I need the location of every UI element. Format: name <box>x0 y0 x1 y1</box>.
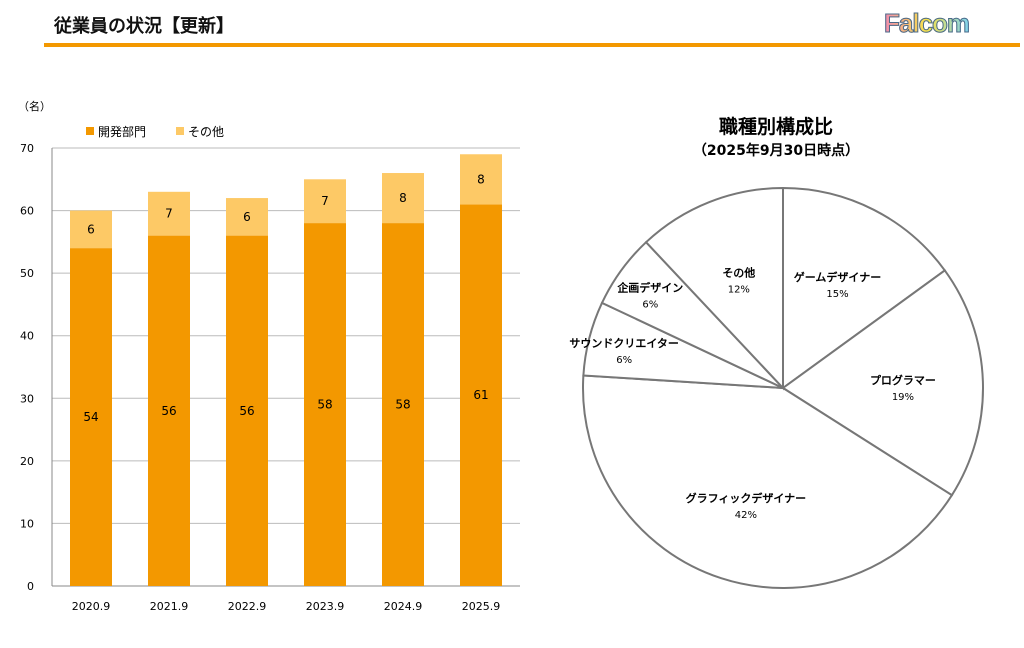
x-tick-label: 2022.9 <box>228 600 267 613</box>
page-title: 従業員の状況【更新】 <box>54 16 234 37</box>
pie-slice <box>582 374 954 589</box>
y-tick-label: 50 <box>20 267 34 280</box>
x-tick-label: 2024.9 <box>384 600 423 613</box>
falcom-logo: Falcom <box>883 8 970 39</box>
y-tick-label: 30 <box>20 392 34 405</box>
pie-title: 職種別構成比 <box>719 115 833 138</box>
bar-data-label: 56 <box>239 404 254 418</box>
y-tick-label: 10 <box>20 517 34 530</box>
pie-slice <box>644 186 784 391</box>
bar-data-label: 8 <box>399 191 407 205</box>
bar-data-label: 6 <box>87 222 95 236</box>
bar-other <box>382 173 424 224</box>
bar-data-label: 61 <box>473 388 488 402</box>
x-tick-label: 2020.9 <box>72 600 111 613</box>
pie-label: サウンドクリエイター <box>569 337 679 350</box>
bar-other <box>304 179 346 224</box>
pie-label: ゲームデザイナー <box>794 270 881 284</box>
pie-percent: 42% <box>735 510 757 521</box>
y-tick-label: 0 <box>27 580 34 593</box>
bar-data-label: 7 <box>321 194 329 208</box>
legend-label: 開発部門 <box>98 124 146 139</box>
x-tick-label: 2023.9 <box>306 600 345 613</box>
pie-subtitle: （2025年9月30日時点） <box>693 142 859 159</box>
bar-dev <box>382 223 424 587</box>
y-tick-label: 70 <box>20 142 34 155</box>
y-tick-label: 20 <box>20 455 34 468</box>
pie-percent: 6% <box>642 300 658 311</box>
pie-slice <box>781 269 984 497</box>
pie-percent: 6% <box>616 355 632 366</box>
bar-data-label: 58 <box>317 398 332 412</box>
x-tick-label: 2025.9 <box>462 600 501 613</box>
bar-dev <box>148 235 190 586</box>
bar-dev <box>304 223 346 587</box>
legend-label: その他 <box>188 125 224 139</box>
pie-label: グラフィックデザイナー <box>686 491 807 505</box>
bar-other <box>70 210 112 249</box>
pie-percent: 19% <box>892 392 914 403</box>
pie-label: プログラマー <box>870 373 936 387</box>
pie-label: 企画デザイン <box>616 281 683 295</box>
legend-swatch <box>176 127 184 135</box>
header-divider <box>44 43 1020 47</box>
bar-data-label: 58 <box>395 398 410 412</box>
bar-data-label: 56 <box>161 404 176 418</box>
y-unit-label: （名） <box>18 99 51 113</box>
pie-percent: 12% <box>728 284 750 295</box>
bar-other <box>148 191 190 236</box>
bar-dev <box>70 248 112 586</box>
bar-other <box>226 198 268 236</box>
bar-data-label: 54 <box>83 410 98 424</box>
bar-other <box>460 154 502 205</box>
y-tick-label: 60 <box>20 205 34 218</box>
bar-dev <box>226 235 268 586</box>
y-tick-label: 40 <box>20 330 34 343</box>
bar-data-label: 6 <box>243 210 251 224</box>
pie-slice <box>782 186 947 390</box>
bar-dev <box>460 204 502 587</box>
pie-label: その他 <box>722 265 755 279</box>
bar-data-label: 8 <box>477 172 485 186</box>
pie-percent: 15% <box>826 289 848 300</box>
legend-swatch <box>86 127 94 135</box>
bar-data-label: 7 <box>165 207 173 221</box>
x-tick-label: 2021.9 <box>150 600 189 613</box>
